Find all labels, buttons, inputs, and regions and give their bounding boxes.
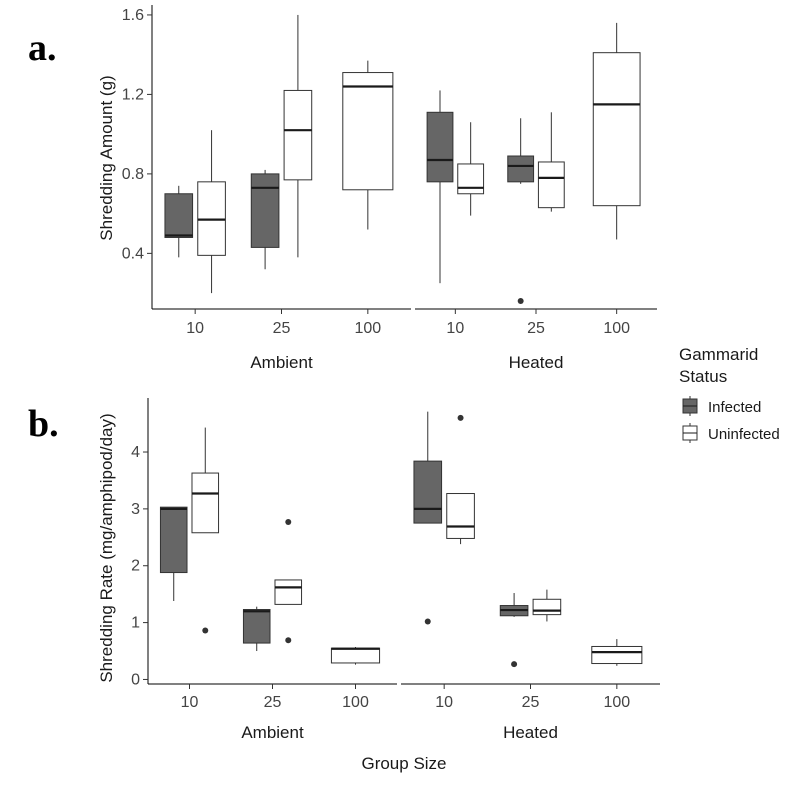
x-tick-label: 10: [435, 694, 453, 711]
box-infected: [413, 460, 443, 524]
box-uninfected: [342, 72, 394, 191]
outlier-point: [285, 637, 292, 644]
y-axis-title: Shredding Amount (g): [97, 75, 116, 240]
outlier-point: [424, 618, 431, 625]
facet-label: Heated: [503, 723, 558, 742]
legend-item-uninfected: Uninfected: [682, 423, 780, 443]
y-tick-label: 0: [131, 671, 140, 688]
y-tick-label: 1.6: [122, 7, 144, 24]
box-uninfected: [283, 89, 313, 181]
legend: Gammarid Status Infected Uninfected: [679, 345, 780, 443]
outlier-point: [517, 298, 524, 305]
facet-label: Heated: [509, 353, 564, 372]
legend-item-infected: Infected: [682, 396, 761, 416]
y-tick-label: 2: [131, 558, 140, 575]
x-tick-label: 10: [181, 694, 199, 711]
y-tick-label: 4: [131, 444, 140, 461]
x-axis-title: Group Size: [361, 754, 446, 773]
legend-label-uninfected: Uninfected: [708, 426, 780, 443]
facet-label: Ambient: [241, 723, 304, 742]
box-uninfected: [191, 472, 220, 534]
x-tick-label: 100: [603, 694, 630, 711]
box-infected: [507, 155, 535, 183]
panel-a-chart: 0.4 0.8 1.2 1.6 Shredding Amount (g) 10 25 100 A…: [97, 5, 657, 372]
box-infected: [250, 173, 280, 248]
box-uninfected: [592, 52, 641, 207]
y-tick-label: 1.2: [122, 86, 144, 103]
legend-label-infected: Infected: [708, 399, 761, 416]
box-infected: [426, 111, 454, 183]
panel-label-a: a.: [28, 27, 57, 69]
box-uninfected: [446, 493, 475, 539]
y-tick-label: 0.8: [122, 166, 144, 183]
y-tick-label: 1: [131, 615, 140, 632]
box-uninfected: [532, 598, 562, 616]
outlier-point: [285, 518, 292, 525]
legend-title-line2: Status: [679, 367, 727, 386]
x-tick-label: 10: [446, 320, 464, 337]
x-tick-label: 100: [354, 320, 381, 337]
x-tick-label: 100: [342, 694, 369, 711]
box-uninfected: [330, 647, 381, 664]
outlier-point: [457, 414, 464, 421]
box-uninfected: [457, 163, 485, 195]
y-tick-label: 3: [131, 501, 140, 518]
box-infected: [159, 506, 188, 574]
x-tick-label: 25: [273, 320, 291, 337]
box-infected: [242, 609, 271, 644]
x-tick-label: 25: [527, 320, 545, 337]
box-infected: [164, 193, 194, 238]
outlier-point: [511, 661, 518, 668]
x-tick-label: 25: [522, 694, 540, 711]
x-tick-label: 25: [264, 694, 282, 711]
y-tick-label: 0.4: [122, 245, 144, 262]
panel-b-chart: 0 1 2 3 4 Shredding Rate (mg/amphipod/day) 10 2…: [97, 398, 660, 742]
box-uninfected: [537, 161, 565, 209]
x-tick-label: 10: [186, 320, 204, 337]
legend-title-line1: Gammarid: [679, 345, 758, 364]
box-uninfected: [274, 579, 303, 605]
outlier-point: [202, 627, 209, 634]
box-uninfected: [591, 645, 643, 665]
panel-label-b: b.: [28, 403, 59, 445]
y-axis-title: Shredding Rate (mg/amphipod/day): [97, 413, 116, 682]
facet-label: Ambient: [250, 353, 313, 372]
x-tick-label: 100: [603, 320, 630, 337]
